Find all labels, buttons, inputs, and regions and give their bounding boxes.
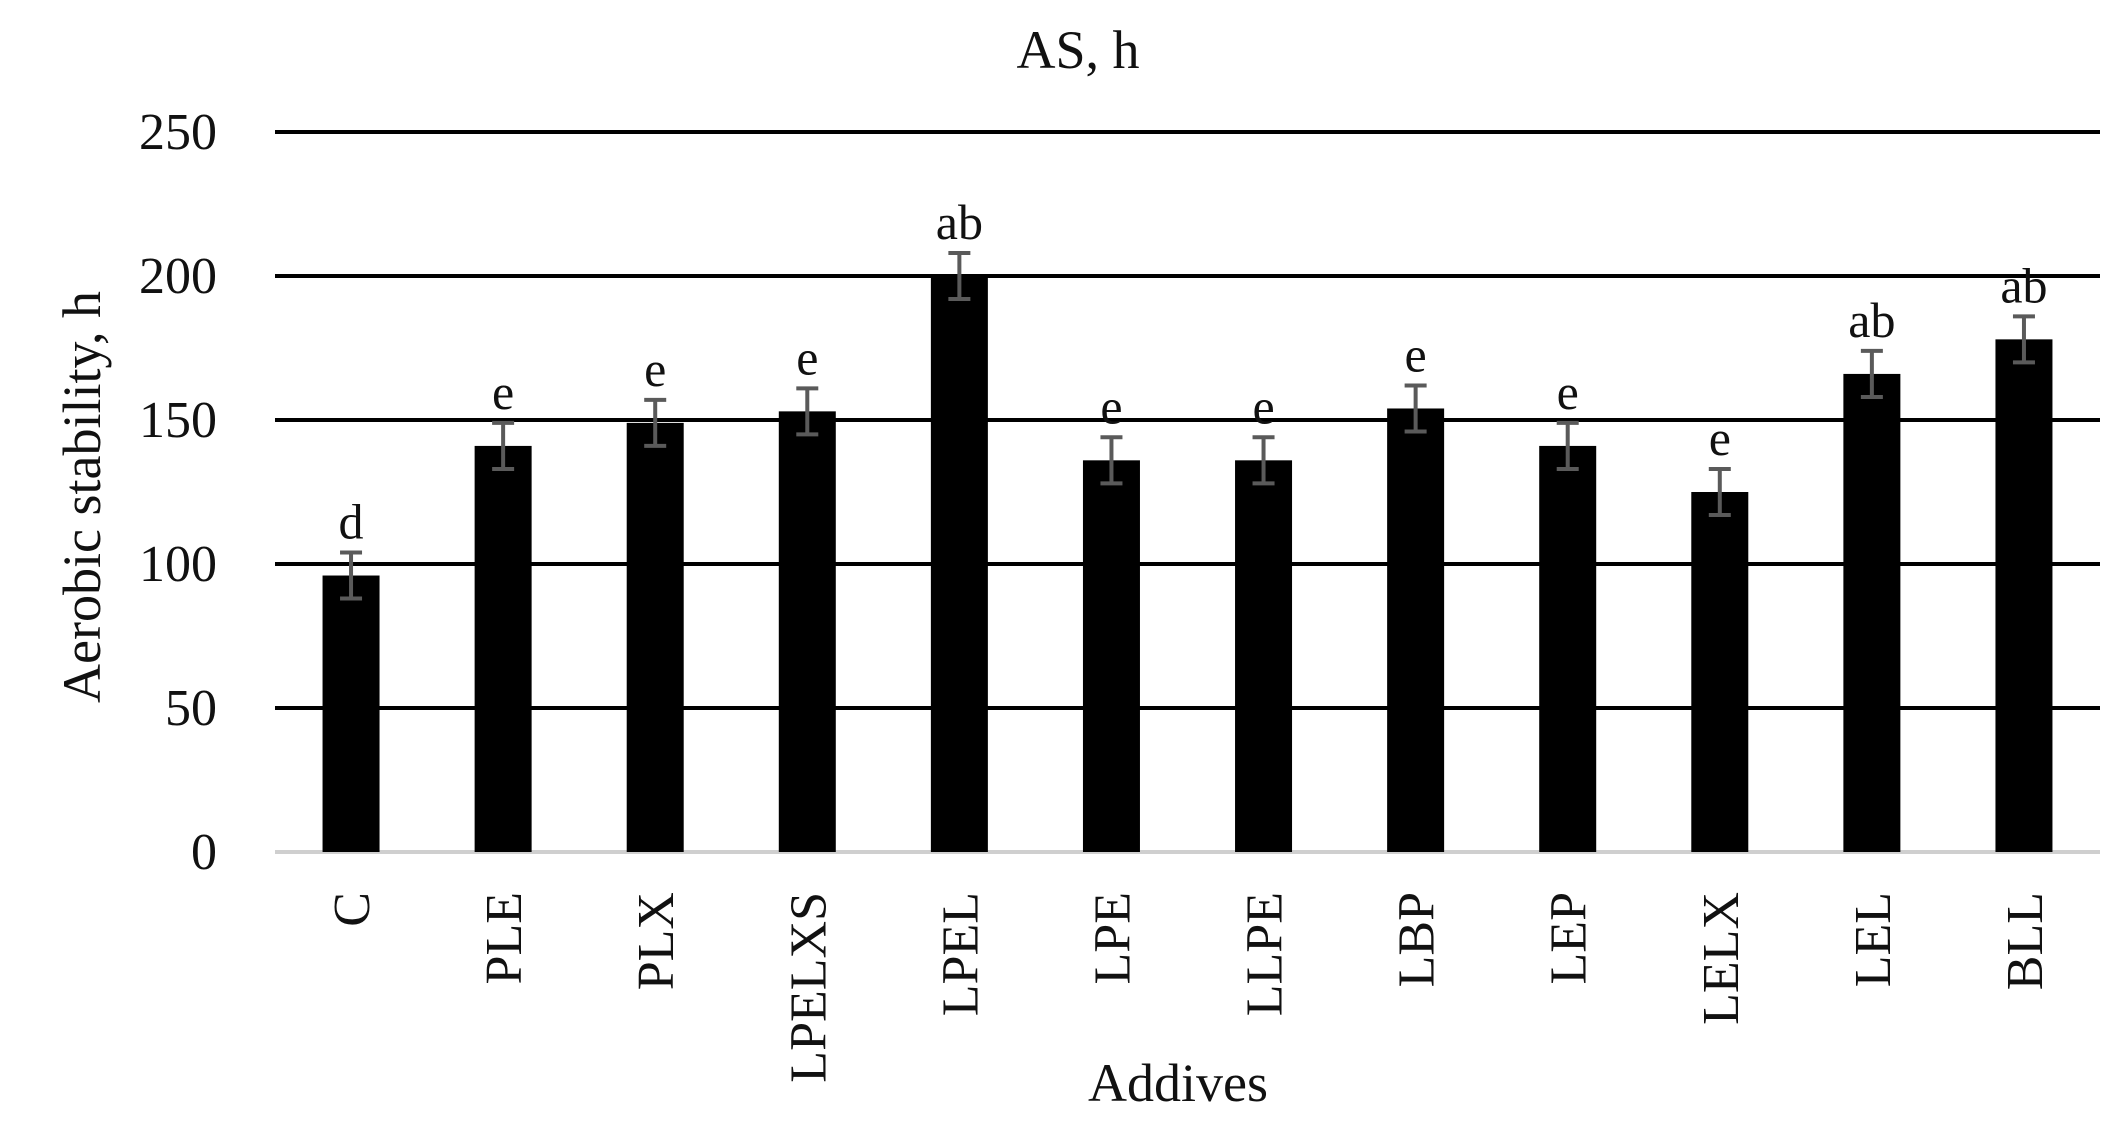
data-label-llpe: e — [1252, 378, 1274, 434]
x-tick-label-lpel: LPEL — [932, 892, 989, 1016]
bar-lep — [1539, 445, 1597, 852]
error-bar-lpel — [948, 250, 971, 302]
chart-title: AS, h — [1016, 20, 1139, 80]
data-label-lep: e — [1557, 364, 1579, 420]
x-axis-label: Addives — [1088, 1053, 1268, 1113]
y-tick-label: 100 — [139, 536, 217, 593]
y-axis-label: Aerobic stability, h — [52, 291, 112, 703]
data-labels: d e e e ab e e e e e ab ab — [339, 194, 2048, 550]
x-tick-label-lel: LEL — [1845, 892, 1902, 987]
x-tick-label-lbp: LBP — [1389, 892, 1446, 987]
bar-lel — [1843, 373, 1901, 852]
error-bar-ple — [492, 420, 515, 471]
data-label-c: d — [339, 493, 364, 549]
x-tick-label-lelx: LELX — [1693, 892, 1750, 1025]
data-label-ple: e — [492, 364, 514, 420]
data-label-lpel: ab — [936, 194, 983, 250]
x-tick-label-lpelxs: LPELXS — [780, 892, 837, 1083]
bar-llpe — [1235, 460, 1293, 852]
bar-plx — [626, 422, 684, 852]
y-tick-label: 200 — [139, 248, 217, 305]
x-tick-label-c: C — [324, 892, 381, 927]
error-bar-llpe — [1252, 435, 1275, 486]
data-label-lbp: e — [1405, 326, 1427, 382]
gridlines — [275, 130, 2100, 854]
error-bar-bll — [2012, 314, 2035, 365]
error-bar-plx — [644, 397, 667, 448]
x-tick-labels: C PLE PLX LPELXS LPEL LPE LLPE LBP LEP LELX LEL BLL — [324, 892, 2054, 1083]
y-tick-label: 50 — [165, 680, 217, 737]
data-label-lelx: e — [1709, 410, 1731, 466]
data-label-lpelxs: e — [796, 329, 818, 385]
x-tick-label-bll: BLL — [1997, 892, 2054, 990]
error-bar-lep — [1556, 420, 1579, 471]
error-bar-lpe — [1100, 435, 1123, 486]
bar-lpel — [930, 276, 988, 852]
error-bar-lpelxs — [796, 386, 819, 437]
bar-c — [322, 575, 380, 852]
bar-bll — [1995, 339, 2053, 852]
data-label-lpe: e — [1100, 378, 1122, 434]
y-tick-label: 250 — [139, 104, 217, 161]
error-bar-lelx — [1708, 466, 1731, 518]
data-label-bll: ab — [2000, 257, 2047, 313]
data-label-plx: e — [644, 341, 666, 397]
y-tick-label: 150 — [139, 392, 217, 449]
y-tick-labels: 0 50 100 150 200 250 — [139, 104, 217, 881]
error-bar-c — [340, 550, 363, 601]
bar-lbp — [1387, 408, 1445, 852]
error-bar-lel — [1860, 348, 1883, 399]
bar-ple — [474, 445, 532, 852]
error-bar-lbp — [1404, 383, 1427, 434]
data-label-lel: ab — [1848, 292, 1895, 348]
error-bars — [340, 250, 2035, 601]
bar-lpe — [1082, 460, 1140, 852]
bar-lelx — [1691, 492, 1749, 852]
bar-lpelxs — [778, 411, 836, 852]
x-tick-label-lep: LEP — [1541, 892, 1598, 984]
x-tick-label-plx: PLX — [628, 892, 685, 990]
x-tick-label-llpe: LLPE — [1237, 892, 1294, 1016]
x-tick-label-lpe: LPE — [1084, 892, 1141, 984]
bars — [322, 276, 2053, 852]
y-tick-label: 0 — [191, 824, 217, 881]
x-tick-label-ple: PLE — [476, 892, 533, 984]
